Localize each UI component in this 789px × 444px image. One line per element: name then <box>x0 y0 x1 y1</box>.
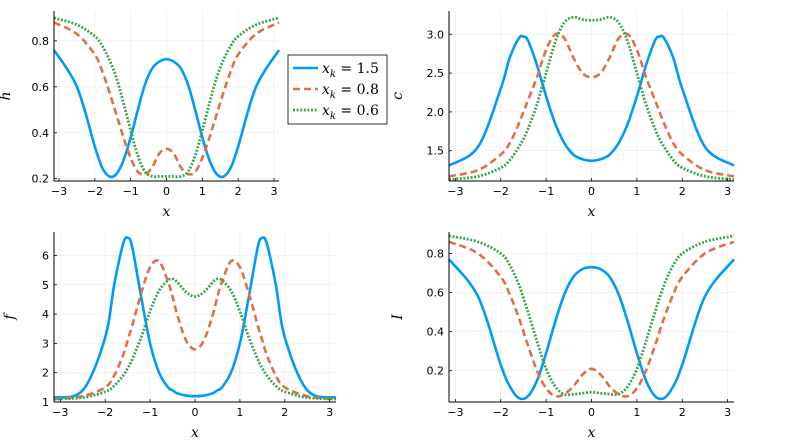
legend-label-2: xk = 0.8 <box>322 82 379 101</box>
x-tick-label: −1 <box>123 185 139 198</box>
legend: xk = 1.5 xk = 0.8 xk = 0.6 <box>287 54 388 125</box>
x-tick-label: 1 <box>236 406 243 419</box>
y-tick-label: 0.4 <box>427 326 445 339</box>
x-tick-label: 3 <box>724 406 731 419</box>
y-tick-label: 2 <box>42 367 49 380</box>
x-axis-label: x <box>588 425 596 441</box>
panel-h: −3 −2 −1 0 1 2 3 0.2 0.4 0.6 0.8 x h <box>0 11 281 220</box>
legend-label-3: xk = 0.6 <box>322 103 379 122</box>
y-tick-label: 4 <box>42 308 49 321</box>
series-line-1 <box>53 236 337 399</box>
series-line-3 <box>448 234 735 397</box>
y-tick-label: 0.8 <box>427 247 445 260</box>
series-line-3 <box>448 15 735 181</box>
x-tick-label: 1 <box>633 185 640 198</box>
panel-I: −3 −2 −1 0 1 2 3 0.2 0.4 0.6 0.8 x I <box>390 232 736 441</box>
panel-f: −3 −2 −1 0 1 2 3 1 2 3 4 5 6 x f <box>2 232 337 441</box>
x-tick-label: 2 <box>235 185 242 198</box>
x-tick-label: −3 <box>51 185 67 198</box>
panel-c: −3 −2 −1 0 1 2 3 1.5 2.0 2.5 3.0 x c <box>390 11 735 220</box>
legend-label-1: xk = 1.5 <box>322 61 379 80</box>
series-line-2 <box>53 259 337 401</box>
series-line-3 <box>53 16 280 179</box>
x-tick-label: −3 <box>447 406 463 419</box>
x-tick-label: 2 <box>679 406 686 419</box>
series-line-3 <box>53 277 337 401</box>
y-axis-label: f <box>2 312 18 321</box>
x-tick-label: −2 <box>87 185 103 198</box>
x-tick-label: 0 <box>163 185 170 198</box>
y-tick-label: 6 <box>42 249 49 262</box>
y-tick-label: 1 <box>42 396 49 409</box>
series-line-1 <box>448 34 735 167</box>
x-tick-label: −2 <box>97 406 113 419</box>
y-tick-label: 3 <box>42 337 49 350</box>
y-tick-label: 0.6 <box>427 287 445 300</box>
x-axis-label: x <box>588 204 596 220</box>
x-tick-label: 2 <box>679 185 686 198</box>
x-tick-label: −3 <box>447 185 463 198</box>
x-tick-label: 1 <box>633 406 640 419</box>
x-tick-label: 1 <box>199 185 206 198</box>
series-line-1 <box>447 258 736 401</box>
x-tick-label: 3 <box>270 185 277 198</box>
x-tick-label: −2 <box>493 185 509 198</box>
y-axis-label: c <box>390 92 406 100</box>
x-tick-label: −1 <box>538 406 554 419</box>
x-tick-label: −1 <box>538 185 554 198</box>
y-tick-label: 5 <box>42 279 49 292</box>
y-tick-label: 2.0 <box>427 106 445 119</box>
y-tick-label: 2.5 <box>427 67 445 80</box>
x-tick-label: 3 <box>326 406 333 419</box>
x-tick-label: 0 <box>588 185 595 198</box>
y-tick-label: 0.6 <box>32 81 50 94</box>
x-tick-label: 2 <box>281 406 288 419</box>
x-tick-label: −2 <box>493 406 509 419</box>
y-tick-label: 0.2 <box>427 365 445 378</box>
y-tick-label: 0.4 <box>32 127 50 140</box>
y-tick-label: 0.2 <box>32 173 50 186</box>
y-axis-label: I <box>390 314 406 321</box>
y-tick-label: 0.8 <box>32 35 50 48</box>
x-tick-label: −1 <box>142 406 158 419</box>
x-tick-label: 3 <box>724 185 731 198</box>
y-axis-label: h <box>0 91 14 100</box>
series-line-1 <box>52 49 281 179</box>
x-tick-label: 0 <box>588 406 595 419</box>
x-tick-label: 0 <box>192 406 199 419</box>
series-line-2 <box>53 21 280 176</box>
y-tick-label: 3.0 <box>427 28 445 41</box>
y-tick-label: 1.5 <box>427 145 445 158</box>
x-axis-label: x <box>163 204 171 220</box>
series-line-2 <box>448 240 735 398</box>
x-axis-label: x <box>191 425 199 441</box>
x-tick-label: −3 <box>52 406 68 419</box>
